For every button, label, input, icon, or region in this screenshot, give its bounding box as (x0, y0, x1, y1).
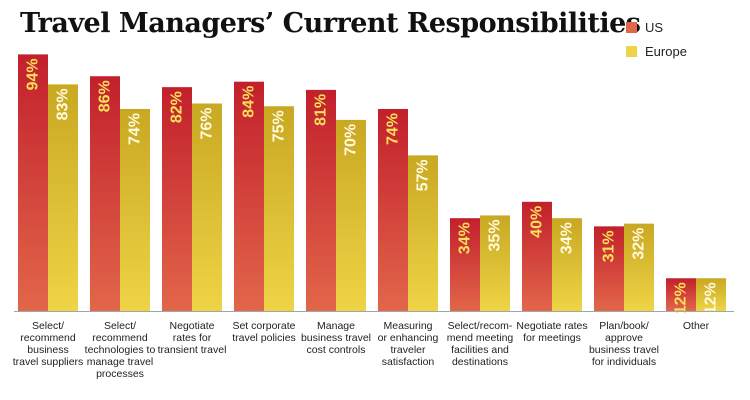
legend-label-europe: Europe (645, 43, 687, 59)
category-label-line: Negotiate rates (516, 320, 588, 332)
category-label-line: travel suppliers (12, 356, 84, 368)
category-label-4: Manage business travel cost controls (294, 320, 378, 356)
category-label-8: Plan/book/approve business travel for indi… (582, 320, 666, 368)
category-label-line: facilities and (451, 344, 509, 356)
legend: US Europe (626, 15, 687, 63)
data-label-europe-5: 57% (415, 159, 432, 191)
legend-swatch-europe (626, 45, 637, 57)
bar-europe-8 (624, 223, 654, 311)
bar-europe-4 (336, 119, 366, 312)
bar-europe-2 (192, 103, 222, 312)
data-label-europe-4: 70% (343, 124, 360, 156)
category-label-line: recommend (20, 332, 76, 344)
legend-item-us: US (626, 15, 687, 39)
bar-us-9 (666, 278, 696, 311)
data-label-europe-0: 83% (55, 88, 72, 120)
category-label-line: business travel (588, 344, 660, 356)
bar-us-6 (450, 218, 480, 311)
bar-us-2 (162, 87, 192, 311)
category-label-line: Measuring (383, 320, 433, 332)
category-label-line: cost controls (306, 344, 366, 356)
data-label-europe-1: 74% (127, 113, 144, 145)
category-label-line: transient travel (157, 344, 227, 356)
bar-us-1 (90, 76, 120, 311)
bar-us-8 (594, 226, 624, 311)
category-label-0: Select/recommend business travel suppliers (6, 320, 90, 368)
category-label-line: destinations (451, 356, 509, 368)
category-label-line: satisfaction (381, 356, 435, 368)
data-label-europe-8: 32% (631, 228, 648, 260)
category-label-line: for individuals (591, 356, 657, 368)
data-label-us-5: 74% (385, 113, 402, 145)
data-label-us-8: 31% (601, 230, 618, 262)
category-label-line: Set corporate (232, 320, 296, 332)
bar-us-5 (378, 108, 408, 311)
category-label-1: Select/recommend technologies to manage tr… (78, 320, 162, 380)
category-label-line: Manage (317, 320, 355, 332)
legend-item-europe: Europe (626, 39, 687, 63)
data-label-us-6: 34% (457, 222, 474, 254)
category-label-line: Select/ (31, 320, 65, 332)
bar-europe-0 (48, 84, 78, 311)
data-label-us-2: 82% (169, 91, 186, 123)
bar-us-3 (234, 81, 264, 312)
category-label-line: processes (96, 368, 144, 380)
category-label-5: Measuring or enhancing traveler satisfactio… (366, 320, 450, 368)
category-label-line: mend meeting (446, 332, 514, 344)
category-label-line: Other (682, 320, 710, 332)
legend-swatch-us (626, 21, 637, 33)
category-label-6: Select/recom-mend meeting facilities and d… (438, 320, 522, 368)
category-label-line: rates for (172, 332, 212, 344)
category-label-line: or enhancing (377, 332, 439, 344)
bar-us-7 (522, 201, 552, 311)
category-label-line: business (27, 344, 69, 356)
category-label-line: Negotiate (169, 320, 215, 332)
category-label-line: business travel (300, 332, 372, 344)
bar-europe-3 (264, 106, 294, 311)
bar-europe-9 (696, 278, 726, 311)
category-label-line: approve (605, 332, 643, 344)
data-label-us-0: 94% (25, 58, 42, 90)
category-label-line: Plan/book/ (599, 320, 649, 332)
category-label-line: recommend (92, 332, 148, 344)
category-label-line: Select/recom- (447, 320, 513, 332)
data-label-europe-2: 76% (199, 108, 216, 140)
bar-europe-7 (552, 218, 582, 311)
category-label-line: traveler (390, 344, 426, 356)
data-label-europe-3: 75% (271, 110, 288, 142)
bar-europe-6 (480, 215, 510, 311)
data-label-us-7: 40% (529, 206, 546, 238)
category-label-line: for meetings (523, 332, 581, 344)
bar-us-0 (18, 54, 48, 311)
category-label-line: Select/ (103, 320, 137, 332)
data-label-us-4: 81% (313, 94, 330, 126)
bar-europe-5 (408, 155, 438, 311)
category-label-2: Negotiate rates for transient travel (150, 320, 234, 356)
category-label-line: manage travel (86, 356, 154, 368)
bar-europe-1 (120, 108, 150, 311)
data-label-us-1: 86% (97, 80, 114, 112)
chart-title: Travel Managers’ Current Responsibilitie… (20, 8, 641, 39)
data-label-europe-9: 12% (703, 282, 720, 314)
category-label-line: travel policies (232, 332, 296, 344)
data-label-europe-7: 34% (559, 222, 576, 254)
category-label-line: technologies to (84, 344, 156, 356)
category-label-9: Other (654, 320, 738, 332)
category-label-7: Negotiate rates for meetings (510, 320, 594, 344)
bar-us-4 (306, 89, 336, 312)
data-label-us-3: 84% (241, 86, 258, 118)
category-label-3: Set corporate travel policies (222, 320, 306, 344)
legend-label-us: US (645, 19, 664, 35)
data-label-europe-6: 35% (487, 219, 504, 251)
data-label-us-9: 12% (673, 282, 690, 314)
